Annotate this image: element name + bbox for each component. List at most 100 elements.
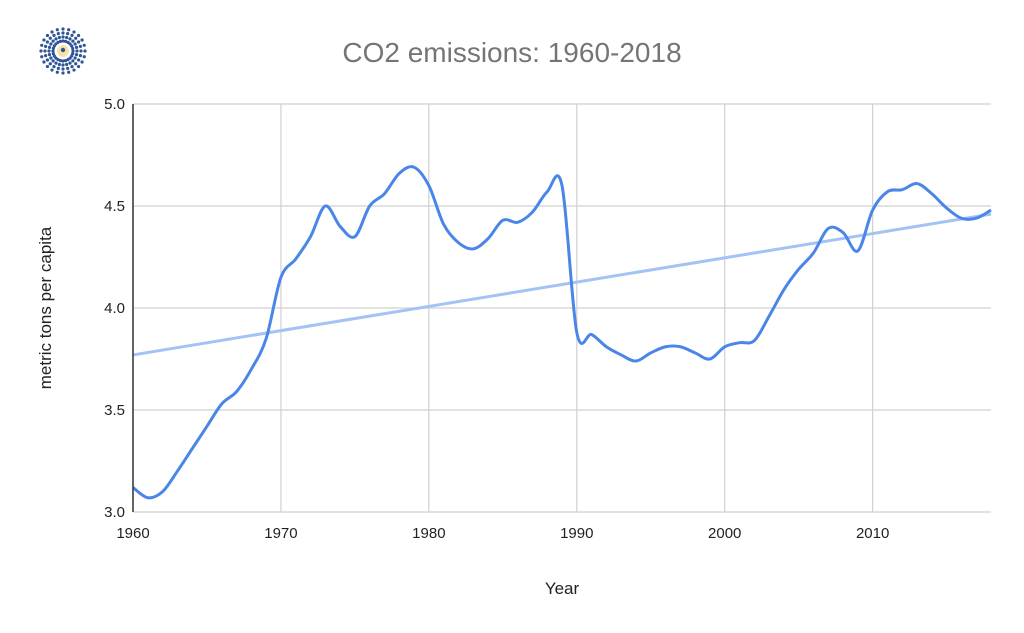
logo-dot (47, 49, 51, 53)
logo-dot (74, 53, 79, 57)
logo-dot (71, 59, 75, 63)
logo-dot (45, 64, 50, 69)
logo-dot (51, 46, 55, 51)
logo-dot (63, 39, 68, 43)
logo-dot (48, 62, 52, 66)
logo-dot (73, 56, 77, 60)
logo-dot (47, 45, 52, 49)
logo-dot (47, 53, 52, 57)
logo-dot (54, 61, 58, 65)
logo-dot (52, 33, 56, 38)
x-tick-label: 1960 (116, 525, 149, 542)
logo-dot (76, 58, 81, 62)
logo-dot (82, 43, 86, 47)
logo-dot (44, 54, 48, 58)
x-tick-labels: 1960 1970 1980 1990 2000 2010 (116, 525, 889, 542)
logo-dot (80, 60, 84, 64)
y-tick-label: 4.5 (104, 198, 125, 215)
logo-dot (40, 43, 44, 47)
logo-dot (74, 36, 78, 40)
logo-dot (51, 59, 55, 63)
logo-dot (48, 36, 52, 40)
logo-dot (50, 68, 54, 72)
logo-dot (67, 28, 71, 32)
logo-dot (68, 37, 72, 41)
x-tick-label: 1980 (412, 525, 445, 542)
logo-dot (70, 33, 74, 38)
gridlines (132, 103, 991, 513)
logo-dot (72, 30, 76, 34)
logo-dot (52, 64, 56, 69)
logo-dot (78, 44, 82, 48)
logo-dot (57, 35, 61, 40)
logo-dot (42, 38, 46, 42)
logo-dot (56, 66, 60, 70)
logo-dot (51, 51, 55, 56)
logo-dot (49, 42, 53, 46)
logo-icon (39, 27, 87, 75)
logo-dot (61, 67, 65, 71)
logo-dot (68, 61, 72, 65)
logo-dot (71, 51, 75, 56)
logo-dot (76, 40, 81, 44)
logo-dot (83, 49, 87, 53)
logo-dot (61, 35, 65, 39)
logo-dot (70, 64, 74, 69)
logo-dot (65, 35, 69, 40)
logo-center-mark (60, 47, 66, 53)
logo-dot (61, 71, 65, 75)
logo-dot (58, 39, 63, 43)
logo-dot (39, 49, 43, 53)
logo-dot (61, 27, 65, 31)
logo-dot (54, 37, 58, 41)
logo-dot (66, 58, 70, 62)
logo-dot (65, 62, 69, 67)
logo-dot (42, 60, 46, 64)
y-axis-label: metric tons per capita (36, 226, 55, 389)
logo-dot (50, 30, 54, 34)
y-tick-label: 3.0 (104, 504, 125, 521)
logo-dot (82, 55, 86, 59)
logo-dot (56, 32, 60, 36)
x-tick-label: 1990 (560, 525, 593, 542)
logo-dot (80, 38, 84, 42)
series-line (132, 165, 992, 500)
logo-dot (70, 44, 74, 48)
logo-dot (61, 39, 65, 43)
logo-dot (66, 66, 70, 70)
chart-title: CO2 emissions: 1960-2018 (342, 37, 681, 68)
logo-dot (51, 49, 55, 53)
x-tick-label: 2010 (856, 525, 889, 542)
logo-dot (58, 59, 63, 63)
logo-dot (45, 33, 50, 38)
logo-dot (72, 68, 76, 72)
logo-dot (61, 63, 65, 67)
logo-dot (76, 64, 81, 69)
y-tick-label: 4.0 (104, 300, 125, 317)
logo-dot (51, 39, 55, 43)
logo-dot (71, 39, 75, 43)
logo-dot (55, 70, 59, 74)
logo-dot (73, 42, 77, 46)
logo-dot (56, 40, 60, 44)
logo-dot (57, 62, 61, 67)
logo-dot (45, 40, 50, 44)
x-tick-label: 1970 (264, 525, 297, 542)
logo-dot (43, 49, 47, 53)
logo-dot (78, 54, 82, 58)
logo-dot (44, 44, 48, 48)
logo-dot (74, 45, 79, 49)
logo-dot (63, 59, 68, 63)
logo-dot (55, 28, 59, 32)
logo-dot (75, 49, 79, 53)
y-tick-label: 5.0 (104, 96, 125, 113)
logo-dot (74, 62, 78, 66)
logo-dot (52, 54, 56, 58)
logo-dot (79, 49, 83, 53)
logo-dot (76, 33, 81, 38)
logo-dot (66, 32, 70, 36)
logo-dot (71, 46, 75, 51)
logo-dot (61, 31, 65, 35)
logo-dot (49, 56, 53, 60)
